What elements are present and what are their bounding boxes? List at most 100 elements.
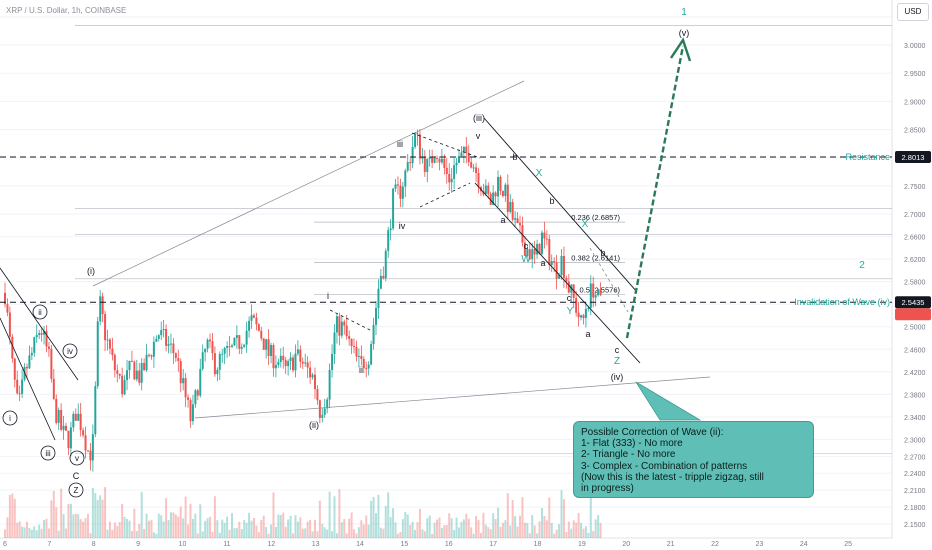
candle-body xyxy=(116,370,119,374)
volume-bar xyxy=(277,514,280,538)
candle-body xyxy=(326,399,329,409)
note-pointer xyxy=(635,381,702,421)
candle-body xyxy=(235,335,238,338)
trend-line xyxy=(589,247,629,313)
volume-bar xyxy=(267,533,270,538)
candle-body xyxy=(533,249,536,255)
trend-line xyxy=(329,309,371,331)
candle-body xyxy=(387,230,390,251)
volume-bar xyxy=(387,492,390,538)
candle-body xyxy=(150,355,153,357)
volume-bar xyxy=(355,533,358,538)
volume-bar xyxy=(282,512,285,538)
volume-bar xyxy=(497,507,500,538)
volume-bar xyxy=(23,527,26,538)
x-tick-label: 19 xyxy=(578,541,586,548)
candle-body xyxy=(135,370,138,380)
candle-body xyxy=(25,366,28,369)
volume-bar xyxy=(104,487,107,538)
candle-body xyxy=(248,320,251,331)
candle-body xyxy=(465,146,468,154)
volume-bar xyxy=(184,496,187,538)
volume-bar xyxy=(318,500,321,538)
volume-bar xyxy=(558,524,561,538)
candle-body xyxy=(499,176,502,191)
y-tick-label: 2.6200 xyxy=(904,257,926,264)
candle-body xyxy=(565,278,568,282)
volume-bar xyxy=(169,512,172,538)
volume-bar xyxy=(423,531,426,538)
volume-bar xyxy=(567,521,570,538)
candle-body xyxy=(599,289,602,295)
candle-body xyxy=(89,450,92,461)
volume-bar xyxy=(40,528,43,538)
volume-bar xyxy=(96,500,99,538)
volume-bar xyxy=(294,515,297,538)
currency-button[interactable]: USD xyxy=(897,3,929,21)
volume-bar xyxy=(270,524,273,538)
wave-label: a xyxy=(540,258,545,268)
candle-body xyxy=(316,389,319,401)
x-tick-label: 24 xyxy=(800,541,808,548)
volume-bar xyxy=(292,533,295,538)
candle-body xyxy=(511,201,514,220)
volume-bar xyxy=(467,518,470,538)
candle-body xyxy=(460,152,463,157)
candle-body xyxy=(301,361,304,364)
candle-body xyxy=(172,343,175,354)
candle-body xyxy=(52,378,55,399)
volume-bar xyxy=(487,527,490,538)
candle-body xyxy=(243,344,246,347)
candle-body xyxy=(521,225,524,243)
volume-bar xyxy=(548,497,551,538)
price-tag-label: 2.5435 xyxy=(902,298,925,307)
candle-body xyxy=(216,369,219,375)
volume-bar xyxy=(445,525,448,538)
candle-body xyxy=(516,218,519,224)
candle-body xyxy=(562,255,565,279)
volume-bar xyxy=(540,508,543,538)
volume-bar xyxy=(335,533,338,538)
note-line: (Now this is the latest - tripple zigzag… xyxy=(581,471,764,483)
volume-bar xyxy=(38,524,41,538)
volume-bar xyxy=(250,520,253,538)
candle-body xyxy=(375,307,378,325)
trend-line xyxy=(483,117,638,293)
wave-label: X xyxy=(536,168,543,179)
candle-body xyxy=(553,261,556,263)
wave-label: ii xyxy=(359,365,363,375)
volume-bar xyxy=(504,520,507,538)
candle-body xyxy=(309,367,312,378)
wave-label: Z xyxy=(74,486,79,495)
candle-body xyxy=(582,315,585,318)
candle-body xyxy=(404,170,407,187)
volume-bar xyxy=(74,513,77,538)
candle-body xyxy=(77,413,80,421)
candle-body xyxy=(536,243,539,255)
candle-body xyxy=(104,314,107,341)
candle-body xyxy=(487,185,490,194)
volume-bar xyxy=(182,518,185,538)
y-tick-label: 2.7000 xyxy=(904,212,926,219)
volume-bar xyxy=(543,515,546,538)
candle-body xyxy=(30,352,33,356)
current-price-tag xyxy=(895,308,931,321)
volume-bar xyxy=(194,513,197,538)
y-tick-label: 2.5800 xyxy=(904,280,926,287)
correction-note: Possible Correction of Wave (ii): 1- Fla… xyxy=(573,421,814,498)
candle-body xyxy=(143,362,146,371)
volume-bar xyxy=(572,520,575,538)
volume-bar xyxy=(82,521,85,538)
y-tick-label: 2.2100 xyxy=(904,488,926,495)
volume-bar xyxy=(394,522,397,538)
volume-bar xyxy=(580,522,583,538)
candle-body xyxy=(484,185,487,195)
x-tick-label: 21 xyxy=(667,541,675,548)
wave-label: a xyxy=(585,329,590,339)
volume-bar xyxy=(57,530,60,538)
candle-body xyxy=(277,362,280,365)
volume-bar xyxy=(523,522,526,538)
candle-body xyxy=(62,425,65,430)
volume-bar xyxy=(245,522,248,538)
